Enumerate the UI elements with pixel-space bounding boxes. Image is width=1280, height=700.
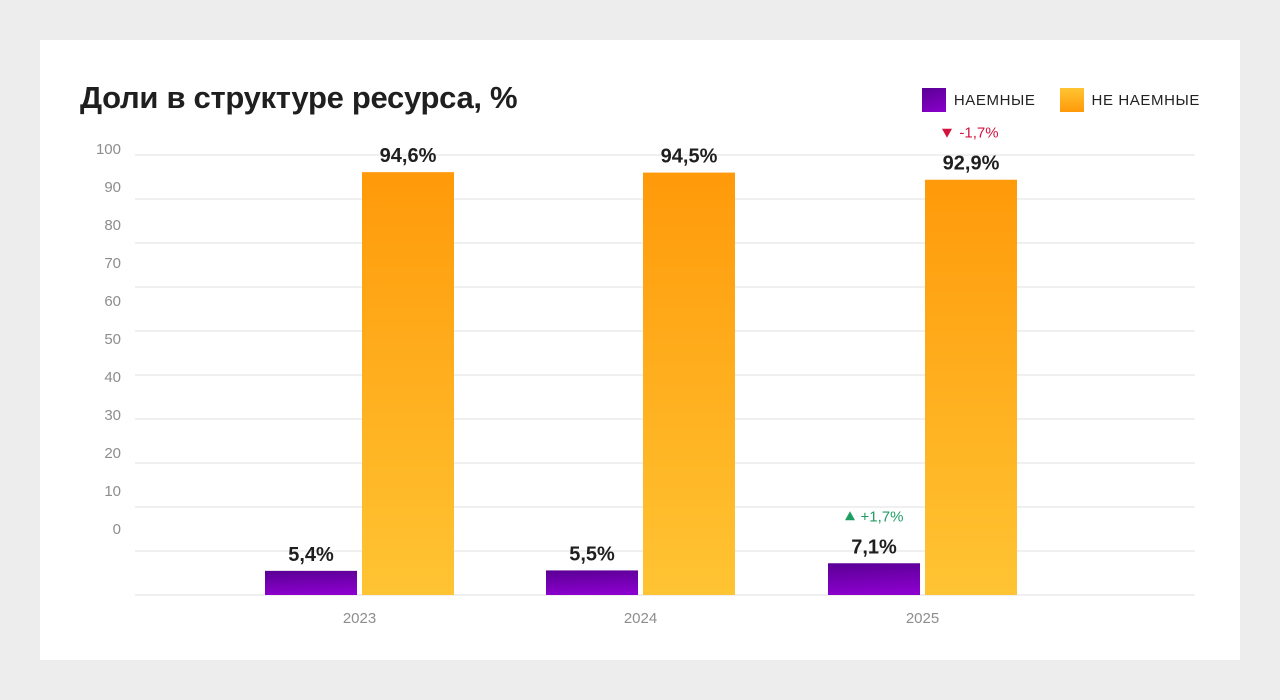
- y-tick-label: 40: [104, 369, 121, 386]
- legend-label-not-hired: НЕ НАЕМНЫЕ: [1091, 91, 1200, 109]
- bar-hired-2024[interactable]: [546, 570, 638, 595]
- triangle-up-icon: [845, 511, 855, 521]
- y-tick-label: 30: [104, 407, 121, 424]
- y-tick-label: 0: [113, 521, 121, 538]
- y-tick-label: 20: [104, 445, 121, 462]
- value-label: 94,5%: [661, 146, 718, 168]
- value-label: 92,9%: [943, 153, 1000, 175]
- y-tick-label: 60: [104, 293, 121, 310]
- legend: НАЕМНЫЕ НЕ НАЕМНЫЕ: [921, 88, 1200, 112]
- delta-text: -1,7%: [959, 125, 998, 142]
- delta-text: +1,7%: [861, 508, 904, 525]
- bar-not-hired-2024[interactable]: [643, 172, 735, 595]
- value-label: 94,6%: [380, 145, 437, 167]
- x-tick-label: 2023: [343, 610, 376, 627]
- value-label: 5,4%: [288, 544, 334, 566]
- bar-not-hired-2025[interactable]: [925, 179, 1017, 595]
- bar-not-hired-2023[interactable]: [362, 172, 454, 595]
- y-tick-label: 50: [104, 331, 121, 348]
- triangle-down-icon: [942, 128, 952, 138]
- legend-item-not-hired[interactable]: НЕ НАЕМНЫЕ: [1059, 88, 1200, 112]
- delta-up-indicator: +1,7%: [845, 508, 903, 525]
- value-label: 5,5%: [569, 543, 615, 565]
- chart-title: Доли в структуре ресурса, %: [80, 80, 518, 115]
- delta-down-indicator: -1,7%: [942, 125, 999, 142]
- y-tick-label: 10: [104, 483, 121, 500]
- value-labels: 5,4% 94,6% 5,5% 94,5% 7,1% +1,7% 92,9% -1,7%: [288, 125, 999, 566]
- value-label: 7,1%: [851, 536, 897, 558]
- bars: [265, 172, 1017, 595]
- legend-swatch-hired: [921, 88, 946, 112]
- legend-swatch-not-hired: [1059, 88, 1084, 112]
- x-axis-ticks: 2023 2024 2025: [343, 610, 939, 627]
- bar-hired-2025[interactable]: [828, 563, 920, 595]
- legend-item-hired[interactable]: НАЕМНЫЕ: [921, 88, 1036, 112]
- legend-label-hired: НАЕМНЫЕ: [953, 91, 1036, 109]
- y-tick-label: 70: [104, 255, 121, 272]
- y-tick-label: 100: [96, 141, 121, 158]
- y-tick-label: 80: [104, 217, 121, 234]
- chart-card: Доли в структуре ресурса, % НАЕМНЫЕ НЕ Н…: [40, 40, 1240, 660]
- x-tick-label: 2024: [624, 610, 657, 627]
- bar-hired-2023[interactable]: [265, 570, 357, 595]
- y-tick-label: 90: [104, 179, 121, 196]
- x-tick-label: 2025: [906, 610, 939, 627]
